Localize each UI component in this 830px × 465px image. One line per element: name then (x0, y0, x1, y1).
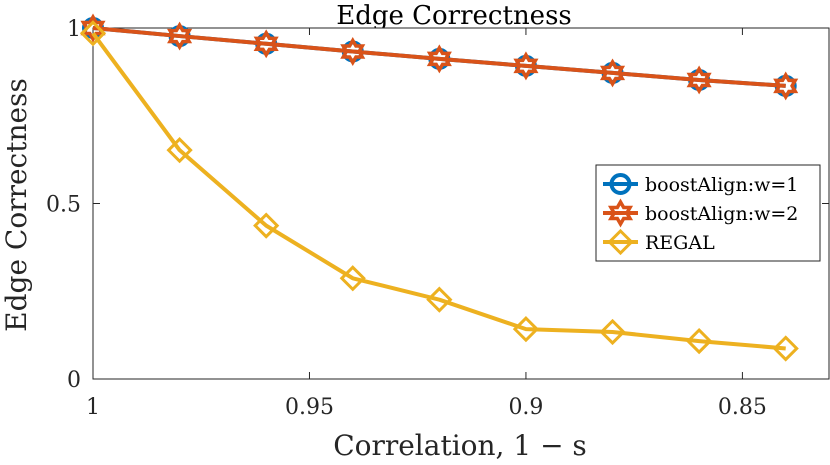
hexagram-marker (773, 71, 799, 101)
diamond-marker (426, 286, 453, 313)
diamond-marker (512, 316, 540, 343)
diamond-marker (339, 265, 366, 292)
diamond-marker (166, 137, 193, 164)
hexagram-marker (167, 21, 193, 51)
legend-label: REGAL (645, 232, 715, 254)
x-tick-label: 0.95 (285, 395, 334, 420)
legend-circle-marker (609, 173, 632, 195)
y-tick-label: 0.5 (46, 193, 81, 218)
x-tick-label: 0.85 (718, 395, 767, 420)
legend-label: boostAlign:w=1 (645, 174, 798, 196)
x-axis-title: Correlation, 1 − s (333, 429, 587, 462)
legend-diamond-marker (607, 228, 634, 256)
hexagram-marker (253, 29, 279, 59)
hexagram-marker (340, 37, 366, 66)
series-layer (79, 13, 799, 362)
legend: boostAlign:w=1 boostAlign:w=2 REGAL (595, 164, 821, 262)
series-line (91, 32, 786, 351)
hexagram-marker (513, 51, 539, 81)
series-boostalign-w-2 (80, 13, 799, 101)
y-tick-label: 1 (67, 17, 81, 42)
hexagram-marker (80, 13, 106, 43)
series-line (92, 26, 786, 88)
x-tick-label: 0.9 (508, 395, 543, 420)
y-tick-label: 0 (67, 368, 81, 393)
hexagram-marker (686, 65, 712, 95)
y-axis: 00.51 (46, 17, 829, 393)
legend-hexagram-marker (607, 198, 634, 228)
diamond-marker (685, 327, 713, 355)
diamond-marker (772, 335, 799, 362)
series-regal (79, 20, 799, 362)
hexagram-marker (426, 44, 452, 74)
hexagram-marker (599, 58, 626, 88)
diamond-marker (599, 318, 626, 346)
legend-label: boostAlign:w=2 (645, 203, 798, 225)
y-axis-title: Edge Correctness (0, 78, 33, 332)
diamond-marker (79, 20, 107, 47)
x-tick-label: 1 (86, 395, 100, 420)
x-axis: 1 0.95 0.9 0.85 (86, 28, 767, 420)
diamond-marker (253, 212, 280, 239)
chart-title: Edge Correctness (336, 1, 572, 31)
